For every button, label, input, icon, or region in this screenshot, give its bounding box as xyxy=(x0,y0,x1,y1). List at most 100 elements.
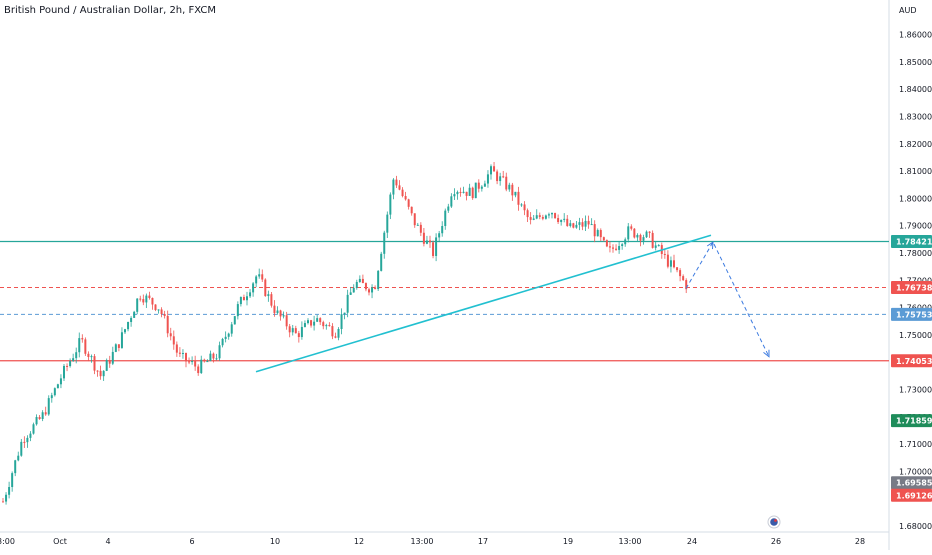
candle-body xyxy=(584,220,587,227)
candle-body xyxy=(218,345,221,359)
candle-body xyxy=(432,242,435,256)
candle-body xyxy=(102,370,105,377)
candle-body xyxy=(633,228,636,238)
candle-body xyxy=(273,305,276,314)
candle-body xyxy=(221,338,224,346)
price-tag xyxy=(891,488,932,502)
x-tick-label: 10 xyxy=(270,537,280,546)
trendline xyxy=(255,234,712,373)
candle-body xyxy=(328,325,331,327)
y-tick-label: 1.85000 xyxy=(899,58,932,67)
x-tick-label: 3:00 xyxy=(0,537,15,546)
candle-body xyxy=(371,287,374,293)
candle-body xyxy=(630,226,633,229)
candle-body xyxy=(547,214,550,216)
candle-body xyxy=(337,329,340,338)
candle-body xyxy=(59,378,62,385)
candle-body xyxy=(514,191,517,196)
candle-body xyxy=(517,191,520,205)
candle-body xyxy=(17,455,20,461)
price-tag xyxy=(891,354,932,368)
candle-body xyxy=(29,433,32,438)
candle-body xyxy=(11,473,14,488)
candle-body xyxy=(90,356,93,358)
candle-body xyxy=(523,204,526,211)
candle-body xyxy=(63,365,65,379)
x-tick-label: 12 xyxy=(354,537,364,546)
y-tick-label: 1.81000 xyxy=(899,167,932,176)
candle-body xyxy=(78,338,81,353)
candle-body xyxy=(191,361,194,363)
candle-body xyxy=(389,194,392,215)
candle-body xyxy=(499,176,502,182)
candle-body xyxy=(130,317,133,322)
candle-body xyxy=(230,324,233,334)
candle-body xyxy=(142,299,145,303)
candle-body xyxy=(124,329,126,333)
candle-body xyxy=(212,353,215,359)
price-tag-label: 1.74053 xyxy=(896,357,932,366)
candle-body xyxy=(242,297,245,301)
y-tick-label: 1.79000 xyxy=(899,222,932,231)
candle-body xyxy=(471,187,474,199)
candle-body xyxy=(23,441,26,443)
candle-body xyxy=(307,320,309,324)
candle-body xyxy=(566,218,569,226)
candle-body xyxy=(316,318,319,322)
candle-body xyxy=(669,260,672,267)
candle-body xyxy=(163,314,166,316)
candle-body xyxy=(508,184,511,190)
candle-body xyxy=(657,245,660,247)
price-tag xyxy=(891,280,932,294)
candle-body xyxy=(395,179,398,186)
candle-body xyxy=(624,239,627,245)
candle-body xyxy=(615,248,618,250)
candle-body xyxy=(20,441,23,456)
candle-body xyxy=(654,245,657,248)
candle-body xyxy=(438,233,441,238)
candle-body xyxy=(2,501,4,503)
price-tag-label: 1.78421 xyxy=(896,238,932,247)
candle-body xyxy=(590,224,593,226)
candle-body xyxy=(169,333,172,337)
candle-body xyxy=(392,179,395,195)
candle-body xyxy=(227,333,230,337)
candle-body xyxy=(679,270,682,277)
candle-body xyxy=(465,191,468,196)
candle-body xyxy=(441,226,444,234)
candle-body xyxy=(252,283,255,293)
candle-body xyxy=(468,187,471,196)
candle-body xyxy=(172,336,175,345)
y-tick-label: 1.77000 xyxy=(899,276,932,285)
candle-body xyxy=(529,217,532,220)
candle-body xyxy=(493,166,496,172)
candle-body xyxy=(557,218,560,223)
candle-body xyxy=(663,253,666,255)
candle-body xyxy=(105,360,108,371)
candle-body xyxy=(14,460,17,474)
candle-body xyxy=(538,215,541,217)
candle-body xyxy=(264,279,267,297)
candle-body xyxy=(181,352,184,354)
candle-body xyxy=(322,322,325,327)
candle-body xyxy=(560,219,563,223)
y-tick-label: 1.68000 xyxy=(899,522,932,531)
candle-body xyxy=(285,315,288,327)
x-tick-label: 13:00 xyxy=(618,537,641,546)
candle-body xyxy=(303,323,306,327)
candle-body xyxy=(480,186,483,189)
candle-body xyxy=(599,230,602,238)
price-tag xyxy=(891,414,932,428)
x-tick-label: 28 xyxy=(855,537,865,546)
candle-body xyxy=(41,412,44,419)
candle-body xyxy=(145,295,148,303)
price-tag-label: 1.69126 xyxy=(896,491,932,500)
candle-body xyxy=(676,267,679,271)
candle-body xyxy=(377,270,380,290)
candle-body xyxy=(120,332,123,348)
candle-body xyxy=(425,240,428,244)
candle-body xyxy=(462,191,465,193)
candle-body xyxy=(111,351,114,364)
